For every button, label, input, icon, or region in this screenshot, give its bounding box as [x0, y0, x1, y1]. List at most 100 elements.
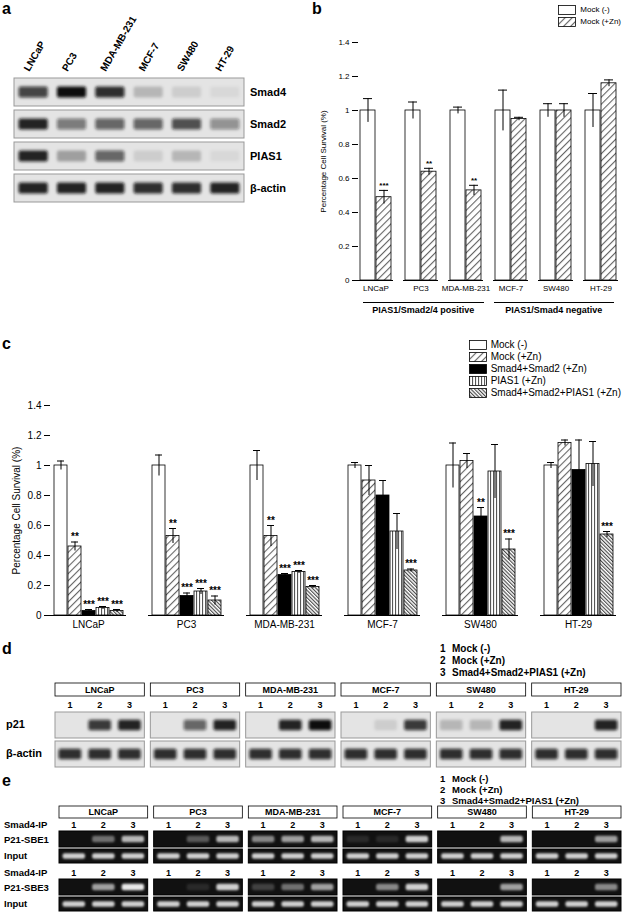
svg-text:3: 3 — [225, 820, 230, 830]
svg-text:***: *** — [111, 599, 123, 610]
svg-text:2: 2 — [192, 700, 197, 710]
svg-text:1.2: 1.2 — [338, 72, 350, 81]
svg-text:2: 2 — [440, 655, 446, 666]
svg-text:LNCaP: LNCaP — [21, 39, 47, 73]
svg-text:HT-29: HT-29 — [564, 685, 589, 695]
svg-text:3: 3 — [414, 868, 419, 878]
svg-text:1.4: 1.4 — [338, 38, 350, 47]
svg-text:Mock (-): Mock (-) — [452, 773, 488, 784]
svg-text:Mock (+Zn): Mock (+Zn) — [452, 655, 505, 666]
svg-text:1: 1 — [353, 700, 358, 710]
svg-text:1: 1 — [163, 700, 168, 710]
svg-text:3: 3 — [130, 820, 135, 830]
svg-text:SW480: SW480 — [175, 39, 201, 73]
svg-text:Mock (-): Mock (-) — [452, 643, 490, 654]
svg-text:1: 1 — [440, 643, 446, 654]
svg-text:3: 3 — [509, 868, 514, 878]
svg-text:3: 3 — [440, 667, 446, 678]
svg-text:0: 0 — [345, 276, 350, 285]
svg-text:PIAS1: PIAS1 — [250, 150, 282, 162]
svg-text:0.6: 0.6 — [338, 174, 350, 183]
svg-text:MCF-7: MCF-7 — [136, 41, 161, 73]
svg-text:3: 3 — [320, 868, 325, 878]
svg-text:0.6: 0.6 — [28, 520, 42, 531]
svg-text:PC3: PC3 — [413, 284, 429, 293]
svg-text:P21-SBE3: P21-SBE3 — [4, 882, 49, 893]
svg-text:***: *** — [503, 528, 515, 539]
svg-text:2: 2 — [290, 820, 295, 830]
svg-text:3: 3 — [604, 868, 609, 878]
svg-text:β-actin: β-actin — [250, 182, 286, 194]
svg-text:3: 3 — [225, 868, 230, 878]
svg-text:1: 1 — [449, 700, 454, 710]
svg-text:PC3: PC3 — [186, 685, 204, 695]
svg-text:2: 2 — [479, 820, 484, 830]
svg-text:p21: p21 — [6, 718, 25, 730]
svg-text:MDA-MB-231: MDA-MB-231 — [263, 685, 319, 695]
svg-text:SW480: SW480 — [543, 284, 570, 293]
svg-text:β-actin: β-actin — [6, 747, 42, 759]
svg-text:2: 2 — [101, 868, 106, 878]
svg-text:1: 1 — [440, 773, 446, 784]
svg-text:3: 3 — [127, 700, 132, 710]
svg-text:2: 2 — [385, 820, 390, 830]
svg-text:1.2: 1.2 — [28, 430, 42, 441]
svg-text:MDA-MB-231: MDA-MB-231 — [442, 284, 491, 293]
svg-text:MDA-MB-231: MDA-MB-231 — [265, 807, 321, 817]
svg-text:0.2: 0.2 — [28, 580, 42, 591]
svg-text:1: 1 — [355, 868, 360, 878]
svg-text:2: 2 — [288, 700, 293, 710]
svg-text:LNCaP: LNCaP — [85, 685, 115, 695]
svg-text:2: 2 — [574, 700, 579, 710]
svg-text:3: 3 — [130, 868, 135, 878]
svg-text:P21-SBE1: P21-SBE1 — [4, 834, 50, 845]
svg-text:2: 2 — [478, 700, 483, 710]
svg-text:Percentage Cell Survival (%): Percentage Cell Survival (%) — [11, 447, 22, 575]
svg-text:3: 3 — [509, 820, 514, 830]
svg-text:***: *** — [601, 521, 613, 532]
svg-text:1: 1 — [545, 820, 550, 830]
svg-text:3: 3 — [508, 700, 513, 710]
svg-text:**: ** — [267, 515, 275, 526]
svg-text:***: *** — [405, 558, 417, 569]
svg-text:**: ** — [169, 518, 177, 529]
svg-text:Input: Input — [4, 850, 28, 861]
svg-text:***: *** — [195, 578, 207, 589]
svg-text:MDA-MB-231: MDA-MB-231 — [98, 14, 139, 73]
svg-text:0.8: 0.8 — [28, 490, 42, 501]
svg-text:1: 1 — [36, 460, 42, 471]
svg-text:MCF-7: MCF-7 — [499, 284, 524, 293]
svg-text:PC3: PC3 — [177, 619, 197, 630]
svg-text:2: 2 — [383, 700, 388, 710]
svg-text:1: 1 — [355, 820, 360, 830]
svg-text:SW480: SW480 — [464, 619, 497, 630]
svg-text:1: 1 — [67, 700, 72, 710]
svg-text:Smad4: Smad4 — [250, 86, 287, 98]
svg-text:1: 1 — [261, 868, 266, 878]
svg-text:1: 1 — [258, 700, 263, 710]
svg-text:3: 3 — [604, 820, 609, 830]
svg-text:***: *** — [209, 585, 221, 596]
svg-text:1: 1 — [450, 868, 455, 878]
svg-text:2: 2 — [574, 868, 579, 878]
svg-text:Smad4-IP: Smad4-IP — [4, 819, 48, 830]
svg-text:Smad4+Smad2+PIAS1 (+Zn): Smad4+Smad2+PIAS1 (+Zn) — [452, 795, 579, 806]
svg-text:HT-29: HT-29 — [565, 619, 593, 630]
svg-text:3: 3 — [604, 700, 609, 710]
svg-text:1: 1 — [345, 106, 350, 115]
svg-text:MDA-MB-231: MDA-MB-231 — [254, 619, 315, 630]
svg-text:2: 2 — [97, 700, 102, 710]
svg-text:PC3: PC3 — [189, 807, 207, 817]
svg-text:LNCaP: LNCaP — [363, 284, 389, 293]
svg-text:Smad2: Smad2 — [250, 118, 286, 130]
svg-text:2: 2 — [385, 868, 390, 878]
svg-text:Smad4-IP: Smad4-IP — [4, 867, 48, 878]
svg-text:1.4: 1.4 — [28, 400, 42, 411]
svg-text:3: 3 — [320, 820, 325, 830]
svg-text:Mock (+Zn): Mock (+Zn) — [452, 784, 502, 795]
svg-text:2: 2 — [101, 820, 106, 830]
svg-text:Smad4+Smad2+PIAS1 (+Zn): Smad4+Smad2+PIAS1 (+Zn) — [452, 667, 586, 678]
svg-text:1: 1 — [71, 868, 76, 878]
svg-text:3: 3 — [318, 700, 323, 710]
svg-text:1: 1 — [450, 820, 455, 830]
